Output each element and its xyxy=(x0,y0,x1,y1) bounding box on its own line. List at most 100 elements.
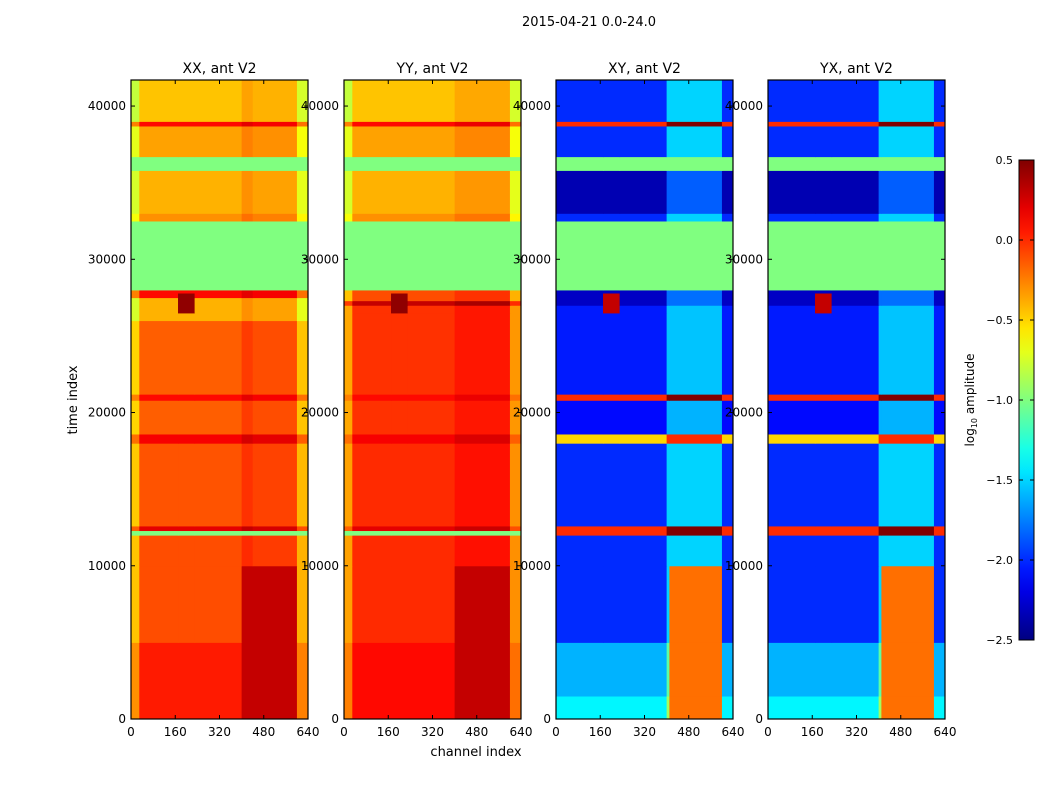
heatmap-cell xyxy=(194,293,243,299)
heatmap-cell xyxy=(831,312,880,395)
heatmap-cell xyxy=(344,121,353,127)
heatmap-cell xyxy=(556,125,604,158)
heatmap-cell xyxy=(131,565,140,643)
heatmap-cell xyxy=(454,121,511,127)
heatmap-cell xyxy=(669,433,723,444)
heatmap-cell xyxy=(407,433,456,444)
heatmap-cell xyxy=(139,289,179,294)
heatmap-cell xyxy=(721,293,734,306)
heatmap-cell xyxy=(933,80,946,122)
heatmap-cell xyxy=(344,220,353,291)
y-tick-label: 10000 xyxy=(301,559,339,573)
heatmap-cell xyxy=(509,530,522,536)
heatmap-cell xyxy=(721,642,734,697)
heatmap-cell xyxy=(131,443,140,527)
heatmap-cell xyxy=(296,433,309,444)
heatmap-cell xyxy=(241,400,254,435)
heatmap-cell xyxy=(509,170,522,214)
heatmap-cell xyxy=(881,305,935,314)
heatmap-cell xyxy=(815,293,833,306)
heatmap-cell xyxy=(139,642,179,720)
heatmap-cell xyxy=(352,525,392,532)
heatmap-cell xyxy=(768,289,816,294)
heatmap-cell xyxy=(454,305,511,314)
heatmap-cell xyxy=(252,121,298,127)
heatmap-cell xyxy=(556,170,604,214)
heatmap-cell xyxy=(556,121,604,127)
heatmap-cell xyxy=(344,300,353,306)
heatmap-cell xyxy=(131,642,140,720)
heatmap-cell xyxy=(721,394,734,401)
heatmap-cell xyxy=(878,400,882,435)
y-tick-label: 0 xyxy=(118,712,126,726)
heatmap-cell xyxy=(619,565,668,643)
heatmap-cell xyxy=(831,220,880,291)
heatmap-cell xyxy=(768,220,816,291)
heatmap-cell xyxy=(252,312,298,322)
heatmap-cell xyxy=(178,297,196,314)
heatmap-cell xyxy=(721,443,734,527)
heatmap-cell xyxy=(407,530,456,536)
heatmap-cell xyxy=(768,293,816,306)
heatmap-cell xyxy=(194,443,243,527)
heatmap-cell xyxy=(768,433,816,444)
heatmap-cell xyxy=(721,312,734,395)
heatmap-cell xyxy=(556,535,604,567)
heatmap-cell xyxy=(721,525,734,536)
heatmap-cell xyxy=(619,642,668,697)
heatmap-cell xyxy=(454,642,511,720)
heatmap-cell xyxy=(666,433,670,444)
heatmap-cell xyxy=(603,394,621,401)
heatmap-cell xyxy=(139,433,179,444)
heatmap-cell xyxy=(194,220,243,291)
heatmap-cell xyxy=(619,525,668,536)
heatmap-cell xyxy=(556,293,604,306)
heatmap-cell xyxy=(878,305,882,314)
heatmap-cell xyxy=(815,565,833,643)
heatmap-cell xyxy=(556,400,604,435)
heatmap-cell xyxy=(391,394,409,401)
heatmap-cell xyxy=(139,525,179,532)
heatmap-cell xyxy=(139,320,179,395)
heatmap-cell xyxy=(933,293,946,306)
heatmap-cell xyxy=(831,170,880,214)
heatmap-cell xyxy=(721,696,734,720)
heatmap-cell xyxy=(881,642,935,697)
heatmap-cell xyxy=(815,433,833,444)
heatmap-cell xyxy=(194,121,243,127)
heatmap-cell xyxy=(391,289,409,294)
heatmap-cell xyxy=(831,80,880,122)
y-tick-label: 40000 xyxy=(88,99,126,113)
heatmap-cell xyxy=(407,305,456,314)
heatmap-cell xyxy=(509,213,522,222)
heatmap-cell xyxy=(556,289,604,294)
heatmap-cell xyxy=(669,220,723,291)
heatmap-cell xyxy=(194,565,243,643)
heatmap-cell xyxy=(391,170,409,214)
heatmap-cell xyxy=(344,535,353,567)
heatmap-cell xyxy=(669,125,723,158)
heatmap-cell xyxy=(252,400,298,435)
heatmap-cell xyxy=(407,565,456,643)
heatmap-cell xyxy=(768,170,816,214)
heatmap-cell xyxy=(131,433,140,444)
heatmap-cell xyxy=(252,530,298,536)
heatmap-cell xyxy=(603,565,621,643)
heatmap-cell xyxy=(344,213,353,222)
heatmap-cell xyxy=(878,525,882,536)
heatmap-cell xyxy=(721,80,734,122)
heatmap-cell xyxy=(296,525,309,532)
heatmap-cell xyxy=(454,565,511,643)
x-tick-label: 320 xyxy=(421,725,444,739)
heatmap-cell xyxy=(768,394,816,401)
heatmap-cell xyxy=(407,394,456,401)
heatmap-cell xyxy=(194,125,243,158)
heatmap-cell xyxy=(344,289,353,294)
heatmap-cell xyxy=(768,443,816,527)
heatmap-cell xyxy=(139,394,179,401)
heatmap-cell xyxy=(666,170,670,214)
heatmap-cell xyxy=(131,297,140,314)
heatmap-cell xyxy=(669,443,723,527)
heatmap-cell xyxy=(666,121,670,127)
